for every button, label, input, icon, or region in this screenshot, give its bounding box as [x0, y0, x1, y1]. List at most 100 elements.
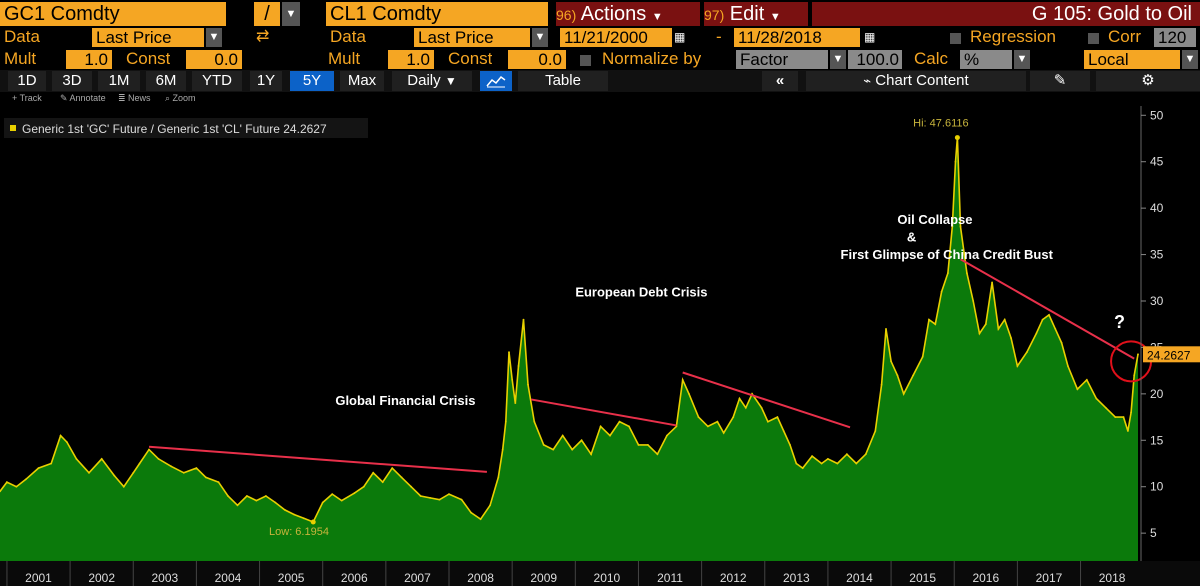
calendar-icon[interactable]: ▦: [674, 30, 686, 44]
data-point-56: [517, 365, 520, 367]
chart-area[interactable]: Global Financial Crisis European Debt Cri…: [0, 106, 1200, 586]
period-button-3d[interactable]: 3D: [52, 71, 92, 91]
mult-input-2[interactable]: 1.0: [388, 50, 434, 69]
data-point-48: [479, 518, 482, 521]
operator-select[interactable]: /: [254, 2, 280, 26]
zoom-tool[interactable]: ⌕ Zoom: [165, 93, 196, 104]
annotation-4: &: [907, 230, 916, 245]
data-point-5: [50, 462, 53, 465]
period-button-max[interactable]: Max: [340, 71, 384, 91]
operator-dropdown-icon[interactable]: ▼: [282, 2, 300, 26]
chart-content-button[interactable]: ⌁ Chart Content: [806, 71, 1026, 91]
settings-gear-icon[interactable]: ⚙: [1096, 71, 1200, 91]
start-date-input[interactable]: 11/21/2000: [560, 28, 672, 47]
mult-input-1[interactable]: 1.0: [66, 50, 112, 69]
mult-label-1: Mult: [4, 49, 37, 68]
swap-icon[interactable]: ⇄: [256, 28, 270, 45]
zoom-icon: ⌕: [165, 93, 173, 103]
y-tick-label-5: 5: [1150, 526, 1157, 540]
data-point-60: [542, 444, 545, 446]
mult-row: Mult 1.0 Const 0.0 Mult 1.0 Const 0.0 No…: [0, 48, 1200, 70]
period-button-1d[interactable]: 1D: [8, 71, 46, 91]
data-point-2: [15, 485, 18, 488]
x-tick-label-2017: 2017: [1036, 571, 1063, 585]
x-tick-label-2001: 2001: [25, 571, 52, 585]
x-tick-label-2006: 2006: [341, 571, 368, 585]
calendar-icon[interactable]: ▦: [864, 30, 876, 44]
data-point-9: [88, 471, 90, 474]
data-point-67: [609, 434, 611, 437]
period-button-5y[interactable]: 5Y: [290, 71, 334, 91]
annotate-tool[interactable]: ✎ Annotate: [60, 93, 106, 104]
x-tick-label-2014: 2014: [846, 571, 873, 585]
data-point-14: [138, 462, 141, 465]
data-point-25: [255, 499, 258, 502]
track-tool[interactable]: + Track: [12, 93, 42, 103]
data-field-1[interactable]: Last Price: [92, 28, 204, 47]
data-point-86: [767, 420, 769, 423]
edit-label: Edit: [729, 3, 765, 25]
regression-checkbox[interactable]: [950, 28, 968, 47]
const-input-1[interactable]: 0.0: [186, 50, 242, 69]
table-button[interactable]: Table: [518, 71, 608, 91]
x-tick-label-2013: 2013: [783, 571, 810, 585]
x-tick-label-2002: 2002: [88, 571, 115, 585]
data-point-133: [1095, 397, 1098, 400]
edit-pen-icon[interactable]: ✎: [1030, 71, 1090, 91]
calc-dropdown-icon[interactable]: ▼: [1014, 50, 1030, 69]
normalize-dropdown-icon[interactable]: ▼: [830, 50, 846, 69]
data-point-68: [618, 420, 621, 423]
data-point-90: [795, 462, 798, 465]
factor-input[interactable]: 100.0: [848, 50, 902, 69]
zoom-label: Zoom: [172, 93, 196, 103]
x-tick-label-2012: 2012: [720, 571, 747, 585]
line-chart-icon[interactable]: [480, 71, 512, 91]
annotation-5: First Glimpse of China Credit Bust: [841, 247, 1054, 262]
data-point-52: [504, 420, 507, 423]
data-point-112: [954, 160, 957, 163]
actions-menu[interactable]: 96) Actions ▼: [556, 2, 700, 26]
normalize-select[interactable]: Factor: [736, 50, 828, 69]
data-point-136: [1122, 416, 1125, 418]
data-field-1-dropdown-icon[interactable]: ▼: [206, 28, 222, 47]
data-point-120: [997, 328, 1000, 330]
data-point-125: [1035, 332, 1038, 335]
corr-checkbox[interactable]: [1088, 28, 1106, 47]
data-point-119: [991, 281, 993, 284]
data-point-105: [912, 374, 915, 377]
track-label: Track: [19, 93, 42, 103]
corr-window-input[interactable]: 120: [1154, 28, 1196, 47]
calc-select[interactable]: %: [960, 50, 1012, 69]
frequency-select[interactable]: Daily ▼: [392, 71, 472, 91]
period-button-ytd[interactable]: YTD: [192, 71, 242, 91]
period-button-1y[interactable]: 1Y: [250, 71, 282, 91]
news-tool[interactable]: ≣ News: [118, 93, 151, 104]
data-point-19: [195, 467, 198, 469]
normalize-checkbox[interactable]: [580, 50, 598, 69]
currency-dropdown-icon[interactable]: ▼: [1182, 50, 1198, 69]
data-point-85: [760, 406, 763, 409]
const-input-2[interactable]: 0.0: [508, 50, 566, 69]
collapse-icon[interactable]: «: [762, 71, 798, 91]
data-point-43: [429, 497, 431, 499]
y-tick-label-10: 10: [1150, 480, 1164, 494]
trend-line-3: [682, 371, 851, 429]
currency-select[interactable]: Local: [1084, 50, 1180, 69]
crosshair-icon: +: [12, 93, 20, 103]
security-2-input[interactable]: CL1 Comdty: [326, 2, 548, 26]
security-1-input[interactable]: GC1 Comdty: [0, 2, 226, 26]
annotation-1: Global Financial Crisis: [335, 393, 475, 408]
edit-menu[interactable]: 97) Edit ▼: [704, 2, 808, 26]
period-button-1m[interactable]: 1M: [98, 71, 140, 91]
end-date-input[interactable]: 11/28/2018: [734, 28, 860, 47]
data-point-62: [561, 434, 564, 437]
data-point-103: [896, 374, 899, 377]
period-button-6m[interactable]: 6M: [146, 71, 186, 91]
data-point-26: [265, 495, 267, 497]
data-field-2[interactable]: Last Price: [414, 28, 530, 47]
data-point-17: [170, 465, 173, 468]
data-field-2-dropdown-icon[interactable]: ▼: [532, 28, 548, 47]
data-point-51: [501, 448, 504, 451]
data-point-107: [928, 318, 930, 321]
trend-line-2: [530, 398, 677, 427]
